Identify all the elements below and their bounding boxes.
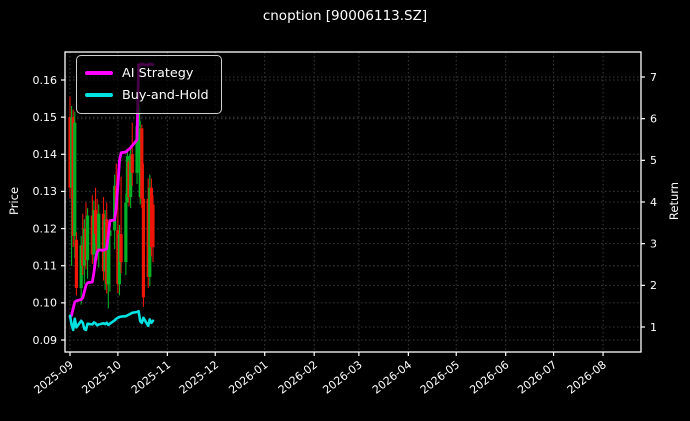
svg-text:7: 7: [650, 71, 657, 84]
svg-text:2026-01: 2026-01: [226, 358, 270, 397]
candlesticks: [68, 96, 155, 309]
svg-text:2026-08: 2026-08: [565, 358, 609, 397]
x-axis-tick-labels: 2025-09 2025-10 2025-11 2025-12 2026-01 2026-…: [32, 358, 609, 397]
svg-text:2025-10: 2025-10: [79, 358, 123, 397]
svg-text:2: 2: [650, 279, 657, 292]
svg-text:4: 4: [650, 196, 657, 209]
right-axis-ticks: [641, 76, 645, 328]
svg-text:5: 5: [650, 154, 657, 167]
buy-and-hold-line: [68, 309, 155, 332]
legend: AI Strategy Buy-and-Hold: [76, 55, 222, 114]
left-axis-ticks: [61, 79, 65, 341]
svg-text:2025-12: 2025-12: [177, 358, 221, 397]
buy-and-hold-line-swatch: [85, 93, 113, 97]
left-axis-label: Price: [7, 186, 21, 216]
legend-item-buy-and-hold: Buy-and-Hold: [85, 84, 211, 106]
svg-text:0.10: 0.10: [33, 297, 58, 310]
svg-text:0.15: 0.15: [33, 111, 58, 124]
legend-label-buy-and-hold: Buy-and-Hold: [122, 87, 209, 103]
ai-strategy-line-swatch: [85, 71, 113, 75]
x-axis-ticks: [69, 352, 604, 356]
svg-text:2025-09: 2025-09: [32, 358, 76, 397]
legend-label-ai-strategy: AI Strategy: [122, 65, 194, 81]
svg-text:0.11: 0.11: [33, 260, 58, 273]
svg-text:2026-07: 2026-07: [515, 358, 559, 397]
grid: [65, 52, 641, 352]
left-axis-tick-labels: 0.09 0.10 0.11 0.12 0.13 0.14 0.15 0.16: [33, 74, 58, 347]
svg-text:1: 1: [650, 321, 657, 334]
svg-text:0.09: 0.09: [33, 334, 58, 347]
chart-title: cnoption [90006113.SZ]: [262, 8, 428, 24]
right-axis-tick-labels: 1 2 3 4 5 6 7: [650, 71, 657, 334]
svg-text:3: 3: [650, 237, 657, 250]
svg-text:0.13: 0.13: [33, 185, 58, 198]
svg-text:2026-05: 2026-05: [418, 358, 462, 397]
svg-text:0.12: 0.12: [33, 222, 58, 235]
legend-item-ai-strategy: AI Strategy: [85, 62, 211, 84]
svg-text:6: 6: [650, 112, 657, 125]
svg-text:2025-11: 2025-11: [129, 358, 173, 397]
right-axis-label: Return: [667, 181, 681, 221]
svg-text:2026-02: 2026-02: [276, 358, 320, 397]
svg-text:2026-03: 2026-03: [320, 358, 364, 397]
svg-text:0.14: 0.14: [33, 148, 58, 161]
svg-text:2026-06: 2026-06: [467, 358, 511, 397]
svg-text:0.16: 0.16: [33, 74, 58, 87]
svg-text:2026-04: 2026-04: [370, 358, 414, 397]
